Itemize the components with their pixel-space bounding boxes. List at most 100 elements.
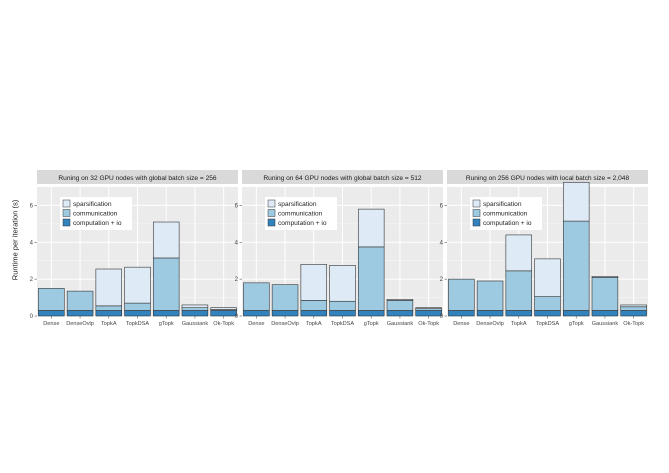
x-tick-label: gTopk (159, 321, 174, 327)
legend-label: sparsification (483, 201, 522, 208)
x-tick-label: TopkDSA (331, 321, 355, 327)
y-tick-label: 6 (440, 203, 444, 209)
bar-communication-dense (38, 288, 65, 311)
bar-computation-io-ok-topk (210, 310, 237, 317)
legend-swatch (472, 218, 481, 227)
bar-communication-topkdsa (534, 296, 561, 311)
x-tick-label: Gaussiank (182, 321, 209, 327)
legend-swatch (267, 209, 276, 217)
y-tick-label: 6 (30, 203, 34, 209)
facet-panel-3: Runing on 256 GPU nodes with local batch… (440, 170, 648, 327)
bar-communication-denseovlp (66, 290, 94, 311)
legend-swatch (62, 218, 71, 227)
y-tick-label: 0 (30, 314, 34, 320)
bar-computation-io-ok-topk (620, 310, 647, 317)
y-tick-label: 0 (235, 314, 239, 320)
bar-communication-dense (448, 278, 475, 311)
legend-swatch (267, 199, 276, 208)
bar-communication-dense (243, 282, 270, 311)
bar-sparsification-gtopk (562, 182, 590, 222)
bar-sparsification-gtopk (152, 221, 180, 259)
legend-box (470, 197, 542, 230)
bar-computation-io-denseovlp (66, 310, 94, 317)
facet-strip (242, 170, 443, 184)
bar-computation-io-dense (38, 310, 65, 317)
facet-title: Runing on 256 GPU nodes with local batch… (466, 175, 630, 182)
y-tick-label: 6 (235, 203, 239, 209)
bar-computation-io-topkdsa (124, 310, 151, 317)
bar-sparsification-topkdsa (124, 266, 151, 304)
bar-computation-io-gtopk (562, 310, 590, 317)
bar-computation-io-topka (300, 310, 328, 317)
bar-computation-io-denseovlp (476, 310, 504, 317)
x-tick-label: TopkA (101, 321, 117, 327)
bar-sparsification-topka (300, 264, 328, 301)
x-tick-label: Gaussiank (387, 321, 414, 327)
x-tick-label: DenseOvlp (476, 321, 504, 327)
legend-box (265, 197, 337, 230)
legend-label: sparsification (278, 201, 317, 208)
x-tick-label: TopkDSA (536, 321, 560, 327)
bar-communication-topkdsa (329, 300, 356, 311)
y-tick-label: 4 (440, 240, 444, 246)
y-tick-label: 0 (440, 314, 444, 320)
facet-title: Runing on 32 GPU nodes with global batch… (58, 175, 217, 182)
bar-communication-denseovlp (476, 280, 504, 311)
x-tick-label: Dense (453, 321, 469, 327)
x-tick-label: Ok-Topk (418, 321, 439, 327)
x-tick-label: gTopk (364, 321, 379, 327)
bar-sparsification-gaussiank (591, 276, 619, 278)
facet-strip (447, 170, 648, 184)
bar-communication-gtopk (562, 220, 590, 311)
bar-computation-io-gtopk (357, 310, 385, 317)
bar-computation-io-topka (95, 310, 123, 317)
x-tick-label: Ok-Topk (213, 321, 234, 327)
bar-computation-io-gtopk (152, 310, 180, 317)
bar-sparsification-topkdsa (534, 258, 561, 297)
bar-communication-topka (505, 270, 533, 311)
y-tick-label: 4 (235, 240, 239, 246)
bar-communication-gaussiank (591, 276, 619, 311)
y-tick-label: 2 (440, 277, 444, 283)
y-tick-label: 2 (30, 277, 34, 283)
x-tick-label: TopkA (306, 321, 322, 327)
bar-computation-io-topkdsa (534, 310, 561, 317)
bar-sparsification-ok-topk (415, 307, 442, 309)
facet-strip (37, 170, 238, 184)
bar-sparsification-gaussiank (386, 299, 414, 301)
bar-communication-topka (300, 300, 328, 311)
x-tick-label: Gaussiank (592, 321, 619, 327)
legend-box (60, 197, 132, 230)
bar-communication-ok-topk (620, 306, 647, 311)
legend-swatch (62, 199, 71, 208)
x-tick-label: Dense (248, 321, 264, 327)
bar-sparsification-topka (95, 268, 123, 307)
facet-title: Runing on 64 GPU nodes with global batch… (263, 175, 422, 182)
bar-computation-io-dense (243, 310, 270, 317)
x-tick-label: gTopk (569, 321, 584, 327)
legend-swatch (62, 209, 71, 217)
bar-communication-topkdsa (124, 302, 151, 311)
y-tick-label: 2 (235, 277, 239, 283)
legend-label: computation + io (73, 220, 122, 227)
bar-computation-io-denseovlp (271, 310, 299, 317)
bar-communication-gtopk (357, 246, 385, 311)
bar-sparsification-ok-topk (620, 304, 647, 308)
legend-label: communication (73, 211, 118, 218)
bar-communication-denseovlp (271, 284, 299, 311)
bar-computation-io-ok-topk (415, 310, 442, 317)
bar-communication-gtopk (152, 257, 180, 311)
x-tick-label: Ok-Topk (623, 321, 644, 327)
bar-sparsification-topkdsa (329, 265, 356, 302)
bar-computation-io-topka (505, 310, 533, 317)
bar-sparsification-gaussiank (181, 304, 209, 309)
x-tick-label: DenseOvlp (66, 321, 94, 327)
legend-swatch (472, 199, 481, 208)
bar-sparsification-ok-topk (210, 307, 237, 310)
x-tick-label: TopkDSA (126, 321, 150, 327)
bar-computation-io-gaussiank (386, 310, 414, 317)
legend-label: computation + io (483, 220, 532, 227)
facet-panel-1: Runing on 32 GPU nodes with global batch… (30, 170, 238, 327)
bar-computation-io-dense (448, 310, 475, 317)
